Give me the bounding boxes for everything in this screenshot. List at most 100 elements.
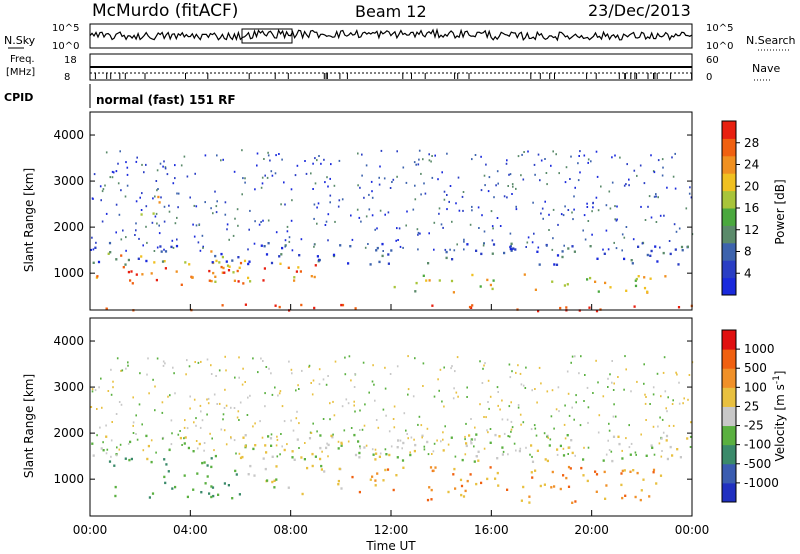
- range-cell: [402, 466, 405, 469]
- range-cell: [170, 419, 173, 422]
- range-cell: [92, 454, 95, 457]
- range-cell: [457, 395, 459, 398]
- range-cell: [368, 391, 370, 394]
- range-cell: [471, 158, 473, 161]
- range-cell: [618, 442, 621, 446]
- colorbar-cell: [722, 406, 736, 427]
- range-cell: [597, 290, 600, 293]
- range-cell: [623, 388, 625, 391]
- range-cell: [115, 203, 118, 206]
- range-cell: [186, 359, 188, 362]
- range-cell: [371, 380, 374, 383]
- range-cell: [174, 485, 177, 489]
- range-cell: [242, 436, 245, 439]
- range-cell: [252, 447, 255, 451]
- range-cell: [210, 465, 213, 469]
- range-cell: [671, 403, 674, 405]
- range-cell: [453, 249, 456, 252]
- range-cell: [475, 433, 478, 436]
- range-cell: [122, 229, 124, 232]
- range-cell: [510, 428, 513, 431]
- range-cell: [265, 366, 268, 368]
- range-cell: [387, 253, 390, 256]
- range-cell: [365, 444, 368, 447]
- range-cell: [198, 224, 200, 226]
- range-cell: [613, 382, 615, 385]
- range-cell: [475, 482, 478, 486]
- range-cell: [387, 262, 390, 265]
- range-cell: [359, 409, 361, 412]
- range-cell: [192, 223, 194, 226]
- range-cell: [438, 212, 440, 215]
- range-cell: [314, 264, 317, 267]
- range-cell: [471, 209, 473, 212]
- range-cell: [402, 166, 405, 169]
- range-cell: [436, 439, 438, 442]
- range-cell: [466, 396, 468, 398]
- range-cell: [120, 369, 122, 372]
- range-cell: [244, 303, 247, 306]
- range-cell: [132, 421, 135, 424]
- nsky-tick-bottom: 10^0: [52, 41, 79, 52]
- range-cell: [210, 485, 213, 488]
- velocity-colorbar-cells: [722, 330, 736, 503]
- range-cell: [326, 442, 328, 445]
- range-cell: [314, 182, 317, 185]
- range-cell: [648, 195, 651, 198]
- range-cell: [214, 275, 217, 278]
- range-cell: [558, 410, 560, 413]
- range-cell: [660, 437, 663, 440]
- range-cell: [234, 217, 236, 220]
- range-cell: [648, 495, 651, 498]
- colorbar-tick-label: 28: [744, 136, 759, 150]
- range-cell: [276, 455, 279, 458]
- range-cell: [230, 437, 232, 440]
- colorbar-cell: [722, 138, 736, 157]
- range-cell: [518, 449, 521, 453]
- range-cell: [522, 384, 525, 387]
- range-cell: [636, 471, 639, 475]
- range-cell: [351, 475, 354, 479]
- range-cell: [630, 442, 633, 445]
- range-cell: [348, 355, 351, 358]
- colorbar-cell: [722, 190, 736, 209]
- range-cell: [111, 170, 114, 173]
- range-cell: [643, 382, 645, 385]
- range-cell: [537, 153, 540, 156]
- range-cell: [385, 453, 388, 456]
- range-cell: [206, 464, 209, 467]
- range-cell: [171, 239, 174, 242]
- range-cell: [141, 163, 143, 166]
- range-cell: [489, 441, 492, 444]
- range-cell: [590, 160, 592, 163]
- range-cell: [206, 475, 209, 478]
- nave-tick-bottom: 0: [706, 72, 712, 83]
- range-cell: [653, 195, 656, 198]
- range-cell: [607, 439, 609, 442]
- range-cell: [561, 255, 564, 259]
- range-cell: [252, 357, 254, 360]
- power-colorbar-label: Power [dB]: [773, 179, 787, 244]
- range-cell: [242, 367, 244, 370]
- range-cell: [609, 373, 611, 376]
- range-cell: [454, 370, 456, 373]
- range-cell: [666, 186, 668, 189]
- range-cell: [276, 435, 278, 438]
- range-cell: [230, 406, 232, 409]
- range-cell: [155, 278, 158, 282]
- range-cell: [634, 451, 637, 454]
- range-cell: [225, 404, 228, 407]
- range-cell: [259, 420, 261, 423]
- range-cell: [452, 291, 455, 294]
- range-cell: [96, 434, 98, 437]
- range-cell: [450, 436, 453, 439]
- range-cell: [329, 177, 331, 180]
- range-cell: [372, 364, 374, 367]
- range-cell: [662, 251, 665, 255]
- range-cell: [529, 453, 531, 456]
- range-cell: [140, 255, 143, 258]
- range-cell: [508, 173, 510, 176]
- range-cell: [592, 206, 594, 209]
- range-cell: [567, 465, 571, 469]
- range-cell: [608, 190, 611, 193]
